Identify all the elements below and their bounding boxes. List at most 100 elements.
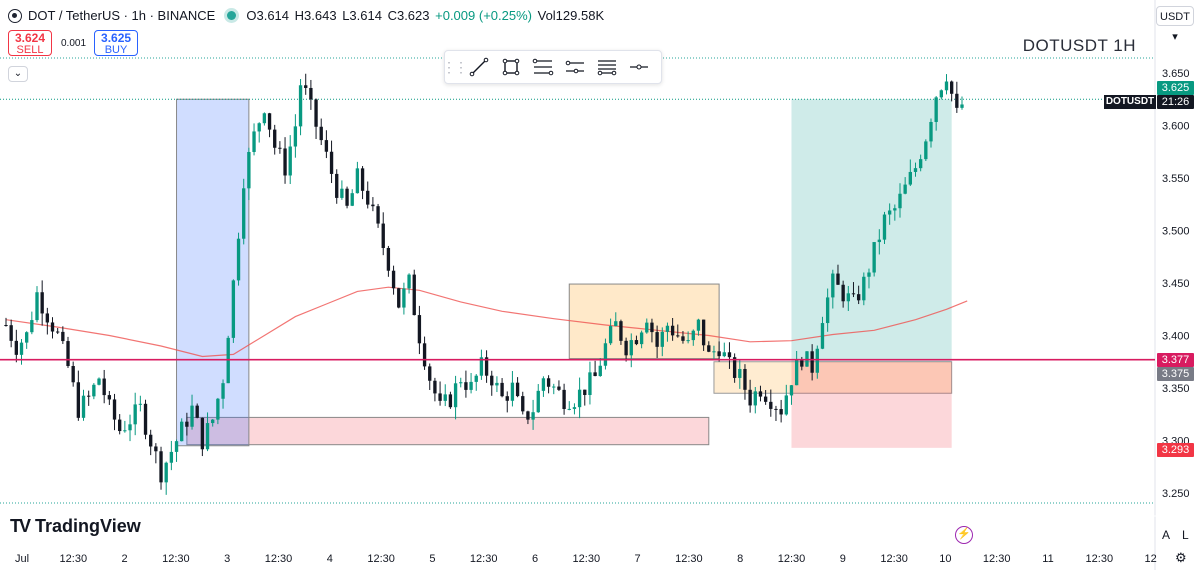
candle-body (112, 399, 117, 420)
buy-price: 3.625 (101, 31, 132, 45)
candle-body (262, 113, 267, 124)
candle-body (92, 384, 96, 397)
position-icon[interactable] (559, 51, 591, 83)
x-tick-label: 11 (1042, 553, 1053, 565)
candle-body (464, 382, 468, 390)
log-scale-button[interactable]: L (1182, 528, 1189, 542)
rectangle-icon[interactable] (495, 51, 527, 83)
drag-grip-icon[interactable]: ⋮⋮ (442, 58, 468, 75)
candle-body (758, 391, 763, 397)
lightning-icon[interactable]: ⚡ (955, 526, 973, 544)
auto-scale-button[interactable]: A (1162, 528, 1171, 542)
quote-currency-select[interactable]: USDT ▾ (1156, 6, 1194, 43)
candle-body (701, 319, 706, 346)
candle-body (867, 272, 871, 277)
candle-body (345, 188, 349, 206)
tradingview-logo[interactable]: TV TradingView (10, 516, 141, 537)
chart-symbol-title: DOTUSDT 1H (1022, 36, 1136, 55)
candle-body (546, 378, 551, 387)
candle-body (87, 395, 91, 397)
candle-body (391, 270, 396, 289)
candle-body (955, 93, 959, 108)
trade-buttons: 3.624 SELL 0.001 3.625 BUY (8, 30, 139, 56)
candle-body (211, 419, 215, 424)
candle-body (200, 417, 205, 450)
buy-button[interactable]: 3.625 BUY (94, 30, 139, 56)
candle-body (872, 242, 876, 273)
candle-body (557, 386, 561, 390)
candle-body (660, 331, 664, 347)
tradingview-wordmark: TradingView (35, 516, 141, 536)
candle-body (670, 325, 675, 336)
candle-body (247, 151, 251, 189)
candle-body (536, 390, 540, 413)
volume: Vol129.58K (537, 8, 605, 23)
sell-button[interactable]: 3.624 SELL (8, 30, 52, 56)
y-tick-label: 3.350 (1162, 383, 1190, 395)
time-axis: Jul 12:30 2 12:30 3 12:30 4 12:30 5 12:30 6 12:30 7 1… (15, 553, 1157, 565)
candle-body (831, 273, 835, 298)
candle-body (174, 441, 179, 452)
candle-body (645, 322, 649, 333)
candle-body (634, 340, 639, 345)
candle-body (810, 351, 814, 373)
candle-body (407, 274, 411, 289)
candle-body (40, 292, 44, 314)
x-tick-label: 12:30 (778, 553, 806, 565)
trend-line-icon[interactable] (463, 51, 495, 83)
candle-body (541, 378, 546, 391)
y-tick-label: 3.250 (1162, 488, 1190, 500)
candle-body (252, 131, 256, 152)
candle-body (433, 380, 437, 394)
ohlc-low: L3.614 (342, 8, 382, 23)
chevron-down-icon[interactable]: ⌄ (8, 66, 28, 82)
candle-body (717, 351, 721, 357)
candle-body (61, 331, 65, 342)
candle-body (825, 297, 830, 324)
x-tick-label: 5 (429, 553, 435, 565)
horizontal-ray-icon[interactable] (623, 51, 655, 83)
moving-average (5, 286, 968, 358)
ohlc-close: C3.623 (387, 8, 430, 23)
candle-body (856, 294, 861, 301)
candle-body (846, 293, 850, 302)
horizontal-lines-icon[interactable] (591, 51, 623, 83)
candle-body (371, 204, 375, 207)
candle-body (676, 335, 680, 337)
candle-body (577, 389, 582, 408)
candle-body (438, 393, 442, 401)
candle-body (288, 146, 292, 176)
candle-body (779, 409, 783, 415)
candle-body (159, 451, 163, 483)
candle-body (774, 408, 778, 410)
candle-body (304, 85, 308, 88)
y-tick-label: 3.650 (1162, 68, 1190, 80)
y-tick-label: 3.400 (1162, 331, 1190, 343)
x-tick-label: 7 (635, 553, 641, 565)
candle-body (748, 389, 752, 406)
candle-body (376, 206, 380, 224)
candle-body (216, 398, 220, 420)
candle-body (624, 340, 628, 356)
candle-body (784, 395, 788, 415)
candle-body (386, 247, 391, 271)
sell-label: SELL (16, 44, 44, 56)
candle-body (9, 325, 13, 341)
pink-level-tag: 3.377 (1157, 353, 1194, 367)
candle-body (226, 337, 230, 384)
candle-body (4, 325, 8, 326)
candle-body (939, 90, 944, 98)
candle-body (169, 451, 174, 463)
candle-body (944, 81, 949, 91)
candle-body (650, 322, 654, 333)
candle-body (934, 97, 938, 122)
candle-body (893, 208, 897, 211)
candle-body (898, 193, 902, 209)
symbol-description[interactable]: DOT / TetherUS · 1h · BINANCE (28, 8, 216, 23)
settings-gear-icon[interactable]: ⚙ (1175, 550, 1187, 565)
symbol-legend: DOT / TetherUS · 1h · BINANCE O3.614 H3.… (8, 8, 606, 23)
candle-body (397, 288, 401, 308)
candle-body (495, 382, 499, 386)
fib-retracement-icon[interactable] (527, 51, 559, 83)
